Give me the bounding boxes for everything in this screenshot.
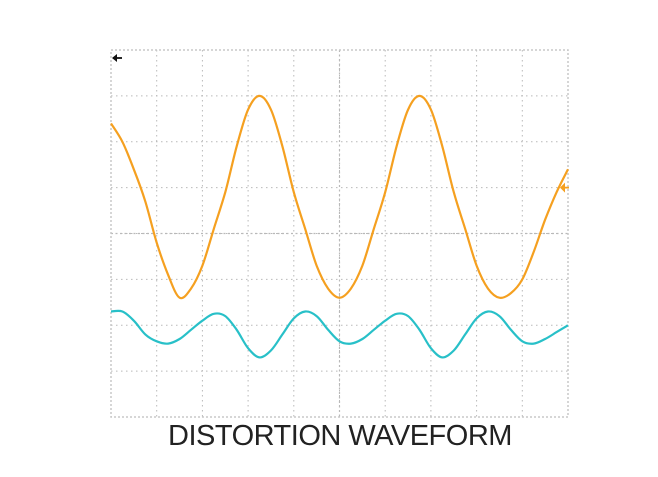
plot-frame: [110, 49, 569, 418]
waveform-caption: DISTORTION WAVEFORM: [168, 420, 512, 452]
ground-marker: [112, 54, 122, 62]
level-marker-arrowhead: [560, 182, 565, 193]
trace-1-line: [110, 94, 569, 300]
ground-marker-arrowhead: [112, 54, 117, 62]
trace1-level-marker: [560, 182, 569, 193]
trace-markers: [112, 54, 569, 193]
waveform-traces: [110, 94, 569, 359]
trace-2-line: [110, 309, 569, 359]
frame-border: [110, 49, 569, 418]
